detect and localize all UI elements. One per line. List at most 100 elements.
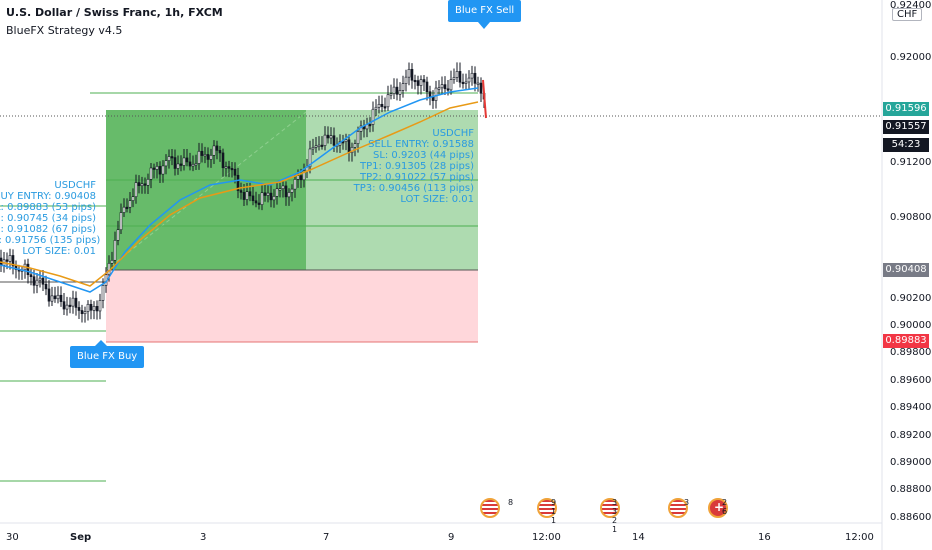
candle-body — [29, 274, 33, 278]
event-count: 9 1 1 — [551, 498, 557, 525]
x-tick: 12:00 — [845, 532, 874, 543]
candle-body — [284, 185, 288, 198]
buy-signal-info: USDCHF BUY ENTRY: 0.90408 SL: 0.89883 (5… — [0, 180, 101, 257]
candle-body — [95, 306, 99, 312]
candle-body — [236, 174, 240, 191]
y-tick: 0.90000 — [890, 320, 932, 331]
candle-body — [233, 168, 237, 176]
candle-body — [200, 150, 204, 156]
price-label-green: 0.91596 — [883, 102, 929, 116]
y-tick: 0.92400 — [890, 0, 932, 11]
candle-body — [452, 77, 456, 80]
x-tick: Sep — [70, 532, 92, 543]
candle-body — [407, 69, 411, 78]
currency-badge[interactable]: CHF — [892, 8, 923, 21]
candle-body — [71, 297, 75, 307]
event-count: 8 — [508, 498, 514, 507]
sell-signal-tag[interactable]: Blue FX Sell — [448, 0, 522, 22]
candle-body — [464, 81, 468, 84]
candle-body — [368, 124, 372, 127]
sell-signal-info: USDCHF SELL ENTRY: 0.91588 SL: 0.9203 (4… — [353, 128, 474, 205]
candle-body — [470, 72, 474, 79]
candle-body — [317, 144, 321, 147]
candle-body — [182, 157, 186, 166]
candle-body — [413, 79, 417, 83]
candle-body — [5, 259, 9, 262]
sell-drop-candle — [482, 79, 487, 119]
candle-body — [389, 93, 393, 96]
candle-body — [272, 196, 276, 201]
candle-body — [56, 294, 60, 300]
candle-body — [173, 157, 177, 169]
candle-body — [119, 212, 123, 231]
candle-body — [353, 143, 357, 148]
candle-body — [473, 72, 477, 84]
candle-body — [11, 255, 15, 267]
candle-body — [326, 134, 330, 139]
y-tick: 0.88800 — [890, 484, 932, 495]
candle-body — [212, 145, 216, 156]
candle-body — [320, 144, 324, 147]
candle-body — [437, 87, 441, 90]
candle-body — [395, 86, 399, 95]
candle-body — [392, 86, 396, 94]
candle-body — [296, 175, 300, 180]
buy-signal-tag[interactable]: Blue FX Buy — [70, 346, 145, 368]
candle-body — [134, 182, 138, 198]
candle-body — [281, 185, 285, 189]
candle-body — [155, 166, 159, 170]
indicator-name[interactable]: BlueFX Strategy v4.5 — [6, 24, 123, 37]
candle-body — [332, 135, 336, 146]
candle-body — [461, 81, 465, 85]
y-tick: 0.90800 — [890, 212, 932, 223]
candle-body — [8, 255, 12, 262]
candle-body — [314, 145, 318, 148]
us-flag-icon — [480, 498, 500, 518]
candle-body — [161, 165, 165, 175]
candle-body — [248, 191, 252, 197]
candle-body — [251, 195, 255, 202]
candle-body — [179, 163, 183, 166]
candle-body — [206, 154, 210, 160]
x-tick: 9 — [448, 532, 455, 543]
candle-body — [137, 182, 141, 187]
candle-body — [110, 259, 114, 264]
candle-body — [113, 240, 117, 261]
y-tick: 0.91200 — [890, 157, 932, 168]
sell-tag-pointer — [478, 22, 490, 29]
us-flag-icon — [668, 498, 688, 518]
candle-body — [419, 79, 423, 86]
candle-body — [428, 91, 432, 97]
candle-body — [146, 178, 150, 186]
candle-body — [74, 297, 78, 308]
candle-body — [341, 141, 345, 144]
entry-price-label: 0.90408 — [883, 263, 929, 277]
candle-body — [269, 192, 273, 201]
candle-body — [92, 306, 96, 311]
candle-body — [476, 82, 480, 85]
candle-body — [254, 200, 258, 204]
candle-body — [308, 148, 312, 168]
candle-body — [239, 190, 243, 193]
candle-body — [290, 188, 294, 193]
candle-body — [377, 103, 381, 108]
candle-body — [98, 300, 102, 312]
candle-body — [425, 81, 429, 93]
candle-body — [185, 157, 189, 163]
candle-body — [275, 188, 279, 197]
candle-body — [116, 229, 120, 241]
candle-body — [356, 131, 360, 144]
candle-body — [59, 294, 63, 302]
candle-body — [89, 303, 93, 311]
candle-body — [176, 163, 180, 169]
candle-body — [164, 160, 168, 167]
x-tick: 7 — [323, 532, 330, 543]
candle-body — [86, 303, 90, 312]
candle-body — [209, 154, 213, 160]
candle-body — [50, 295, 54, 302]
event-count: 3 — [684, 498, 690, 507]
candle-body — [446, 88, 450, 91]
candle-body — [404, 76, 408, 84]
event-count: 2 6 — [722, 498, 728, 516]
